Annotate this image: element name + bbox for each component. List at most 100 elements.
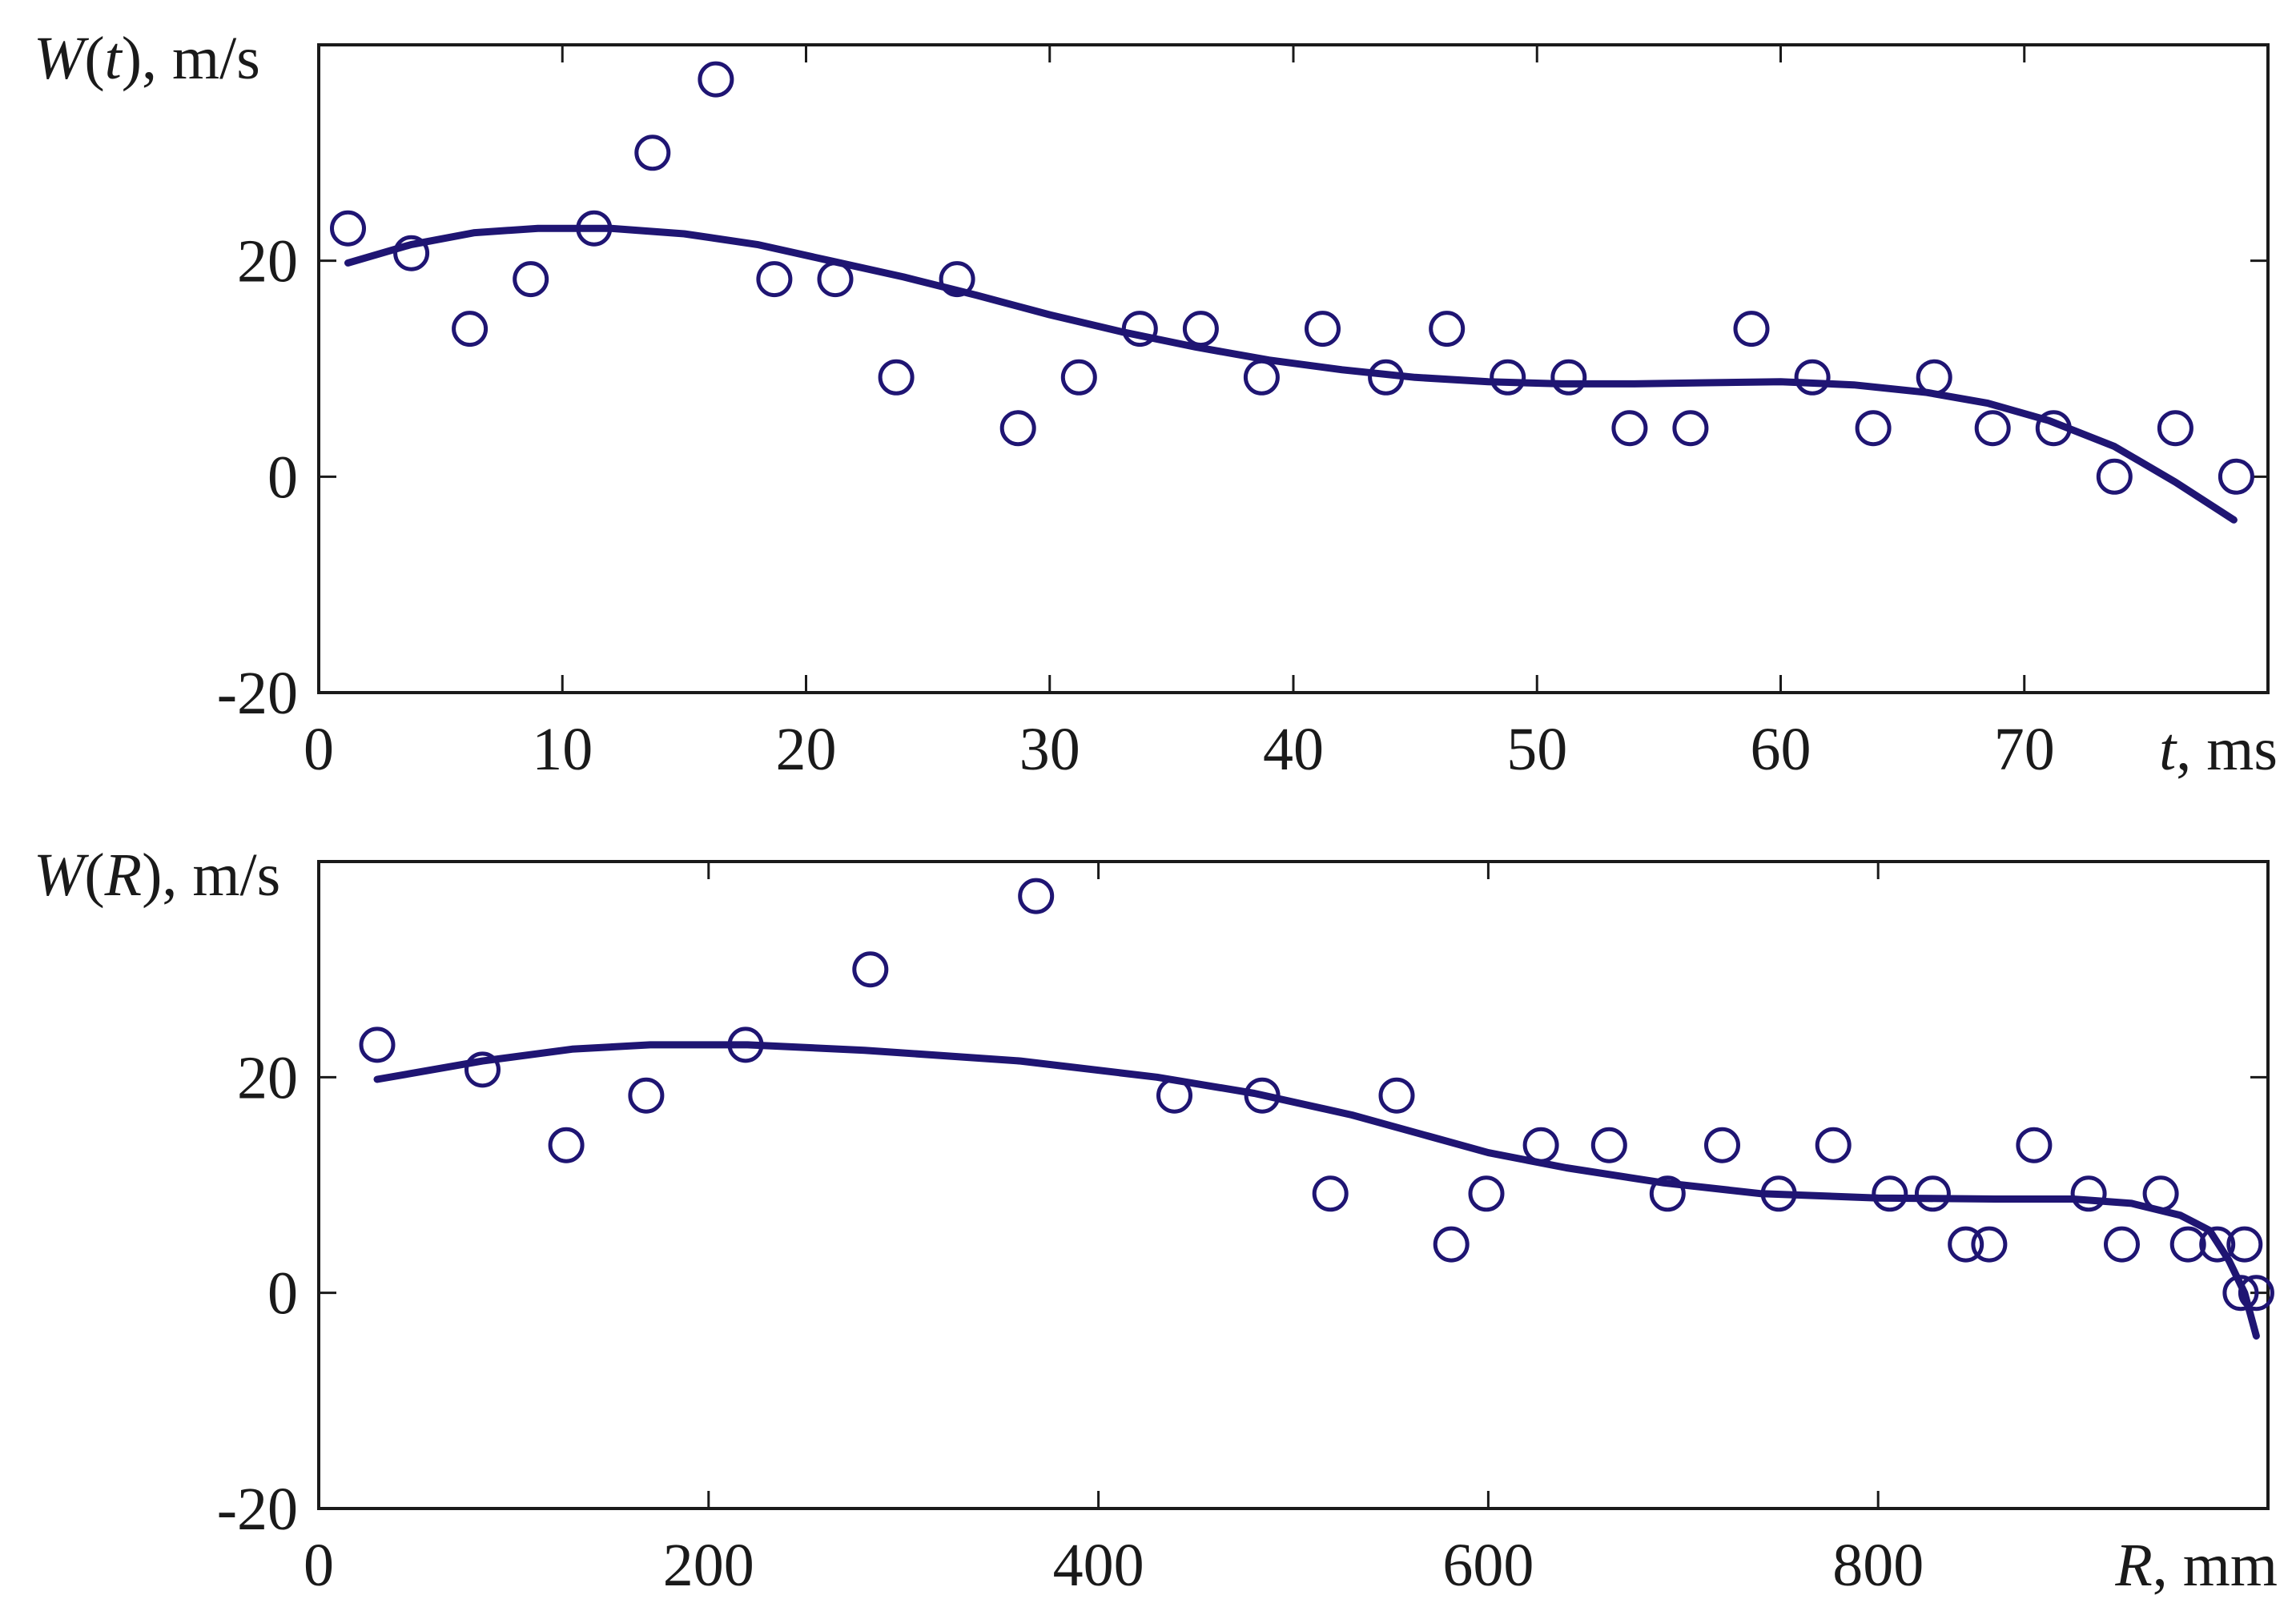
data-point (2238, 1275, 2274, 1312)
data-point (1704, 1127, 1740, 1163)
data-point (1368, 359, 1405, 396)
y-tick-label: 20 (237, 228, 298, 295)
data-point (393, 235, 430, 271)
data-point (359, 1026, 396, 1063)
data-point (1760, 1175, 1797, 1212)
data-point (330, 210, 366, 247)
x-axis-label-part: , ms (2176, 716, 2278, 783)
plot-frame (317, 43, 2270, 694)
data-point (2199, 1226, 2236, 1263)
data-point (1182, 311, 1219, 348)
data-point (2218, 458, 2254, 495)
data-point (548, 1127, 585, 1163)
y-tick-label: -20 (217, 1476, 298, 1543)
data-point (1974, 410, 2011, 447)
data-point (2070, 1175, 2107, 1212)
data-point (513, 261, 549, 298)
y-axis-label-part: t (105, 25, 123, 92)
data-point (1590, 1127, 1627, 1163)
data-point (452, 311, 489, 348)
data-point (2226, 1226, 2263, 1263)
y-tick-label: 0 (267, 444, 298, 511)
data-point (878, 359, 915, 396)
data-point (2169, 1226, 2206, 1263)
x-axis-label: R, mm (2114, 1532, 2278, 1599)
x-axis-label-part: , mm (2153, 1532, 2278, 1599)
data-point (1156, 1077, 1192, 1114)
data-point (1794, 359, 1831, 396)
data-point (1490, 359, 1526, 396)
x-axis-label-part: R (2114, 1532, 2152, 1599)
data-point (1433, 1226, 1470, 1263)
y-axis-label-part: ), m/s (122, 25, 260, 92)
data-point (1971, 1226, 2008, 1263)
data-point (634, 135, 671, 171)
data-point (1060, 359, 1097, 396)
x-tick-label: 10 (532, 716, 593, 783)
y-axis-label-part: W (34, 842, 90, 909)
data-point (1018, 878, 1055, 914)
x-tick-label: 20 (776, 716, 837, 783)
x-tick-label: 600 (1442, 1532, 1534, 1599)
data-point (2157, 410, 2193, 447)
x-axis-label: t, ms (2159, 716, 2278, 783)
x-tick-label: 70 (1994, 716, 2055, 783)
x-tick-label: 30 (1019, 716, 1080, 783)
data-point (464, 1051, 501, 1088)
data-point (1733, 311, 1770, 348)
data-point (628, 1077, 665, 1114)
data-point (1522, 1127, 1559, 1163)
data-point (698, 61, 734, 98)
data-point (1914, 1175, 1951, 1212)
data-point (1815, 1127, 1852, 1163)
y-tick-label: -20 (217, 660, 298, 727)
data-point (576, 210, 613, 247)
y-axis-label: W(t), m/s (34, 25, 260, 92)
data-point (852, 951, 889, 988)
data-point (727, 1026, 764, 1063)
data-point (939, 261, 975, 298)
data-point (1611, 410, 1648, 447)
data-point (1468, 1175, 1505, 1212)
y-axis-label: W(R), m/s (34, 842, 280, 909)
y-axis-label-part: ), m/s (142, 842, 280, 909)
data-point (1244, 1077, 1281, 1114)
plot-frame (317, 860, 2270, 1510)
y-tick-label: 20 (237, 1044, 298, 1111)
y-axis-label-part: R (104, 842, 142, 909)
x-tick-label: 50 (1506, 716, 1567, 783)
x-tick-label: 60 (1751, 716, 1811, 783)
data-point (1550, 359, 1587, 396)
data-point (2016, 1127, 2053, 1163)
data-point (1378, 1077, 1415, 1114)
data-point (1429, 311, 1466, 348)
x-tick-label: 0 (304, 1532, 334, 1599)
x-tick-label: 800 (1832, 1532, 1924, 1599)
data-point (1243, 359, 1280, 396)
data-point (2096, 458, 2133, 495)
y-tick-label: 0 (267, 1260, 298, 1328)
data-point (1855, 410, 1892, 447)
data-point (1649, 1175, 1686, 1212)
x-tick-label: 400 (1053, 1532, 1144, 1599)
data-point (1121, 311, 1158, 348)
fit-curve (344, 224, 2238, 524)
data-point (1312, 1175, 1349, 1212)
y-axis-label-part: ( (84, 842, 104, 909)
x-tick-label: 200 (663, 1532, 754, 1599)
data-point (1948, 1226, 1984, 1263)
data-point (2104, 1226, 2140, 1263)
data-point (1672, 410, 1709, 447)
y-axis-label-part: W (34, 25, 90, 92)
x-tick-label: 40 (1263, 716, 1324, 783)
data-point (999, 410, 1036, 447)
data-point (1872, 1175, 1908, 1212)
y-axis-label-part: ( (84, 25, 104, 92)
data-point (2035, 410, 2072, 447)
data-point (1305, 311, 1341, 348)
data-point (817, 261, 854, 298)
x-tick-label: 0 (304, 716, 334, 783)
